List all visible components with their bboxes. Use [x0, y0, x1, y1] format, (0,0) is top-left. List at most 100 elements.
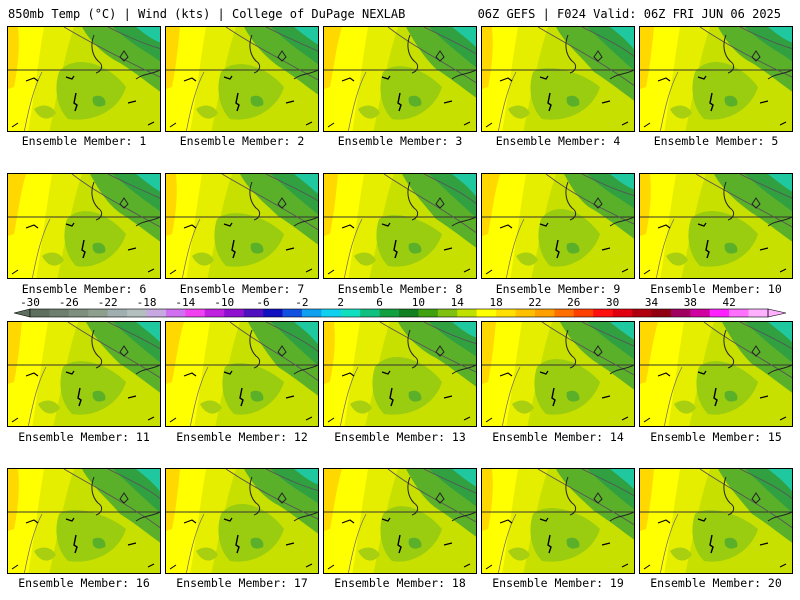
ensemble-member-label: Ensemble Member: 2 — [179, 134, 305, 148]
colorbar-tick-label: -6 — [256, 296, 269, 309]
temperature-map — [8, 469, 160, 573]
colorbar-swatch — [185, 309, 206, 317]
ensemble-member-label: Ensemble Member: 5 — [653, 134, 779, 148]
colorbar-tick-label: -2 — [295, 296, 308, 309]
ensemble-member-label: Ensemble Member: 9 — [495, 282, 621, 296]
ensemble-member-label: Ensemble Member: 19 — [492, 576, 624, 590]
colorbar-swatch — [107, 309, 128, 317]
colorbar-swatch — [515, 309, 536, 317]
temperature-map — [166, 27, 318, 131]
temperature-map — [8, 174, 160, 278]
ensemble-panel — [323, 173, 477, 279]
colorbar-swatch — [224, 309, 244, 317]
ensemble-panel — [7, 26, 161, 132]
colorbar-swatch — [573, 309, 594, 317]
temperature-map — [640, 469, 792, 573]
temperature-map — [640, 174, 792, 278]
temperature-map — [166, 174, 318, 278]
colorbar-swatch — [340, 309, 361, 317]
ensemble-member-label: Ensemble Member: 4 — [495, 134, 621, 148]
colorbar-tick-label: 14 — [451, 296, 465, 309]
colorbar-swatch — [146, 309, 167, 317]
colorbar-swatch — [282, 309, 303, 317]
colorbar-swatch — [379, 309, 400, 317]
temperature-map — [640, 27, 792, 131]
colorbar-swatch — [301, 309, 322, 317]
ensemble-member-label: Ensemble Member: 16 — [18, 576, 150, 590]
temperature-map — [8, 27, 160, 131]
temperature-colorbar: -30 -26 -22 -18 -14 -10 -6 -2 2 6 10 14 18 22 26 30 34 38… — [13, 296, 787, 318]
temperature-map — [482, 27, 634, 131]
colorbar-tick-label: 26 — [567, 296, 580, 309]
colorbar-tick-label: -26 — [59, 296, 79, 309]
colorbar-swatch — [651, 309, 672, 317]
colorbar-swatch — [496, 309, 516, 317]
ensemble-member-label: Ensemble Member: 12 — [176, 430, 308, 444]
temperature-map — [8, 322, 160, 426]
colorbar-min-arrow — [13, 308, 31, 318]
colorbar-tick-label: 38 — [684, 296, 697, 309]
colorbar-tick-label: 10 — [412, 296, 425, 309]
colorbar-tick-label: 42 — [723, 296, 736, 309]
ensemble-panel — [323, 26, 477, 132]
ensemble-panel — [7, 321, 161, 427]
colorbar-swatch — [670, 309, 691, 317]
colorbar-swatch — [243, 309, 264, 317]
ensemble-member-label: Ensemble Member: 6 — [21, 282, 147, 296]
colorbar-swatch — [437, 309, 458, 317]
colorbar-swatch — [49, 309, 70, 317]
ensemble-member-label: Ensemble Member: 3 — [337, 134, 463, 148]
ensemble-panel — [481, 26, 635, 132]
colorbar-swatch — [593, 309, 613, 317]
temperature-map — [324, 27, 476, 131]
colorbar-swatch — [534, 309, 555, 317]
temperature-map — [166, 322, 318, 426]
ensemble-panel — [639, 26, 793, 132]
colorbar-tick-label: 22 — [528, 296, 541, 309]
ensemble-panel — [165, 173, 319, 279]
temperature-map — [324, 174, 476, 278]
colorbar-swatch — [457, 309, 477, 317]
colorbar-tick-label: -10 — [214, 296, 234, 309]
colorbar-swatch — [165, 309, 186, 317]
temperature-map — [482, 322, 634, 426]
colorbar-swatch — [612, 309, 633, 317]
colorbar-tick-label: 6 — [376, 296, 383, 309]
temperature-map — [166, 469, 318, 573]
colorbar-tick-label: -14 — [175, 296, 195, 309]
ensemble-panel — [639, 468, 793, 574]
colorbar-tick-label: 34 — [645, 296, 659, 309]
ensemble-panel — [165, 468, 319, 574]
colorbar-swatch — [263, 309, 283, 317]
colorbar-tick-label: -30 — [20, 296, 40, 309]
colorbar-tick-label: -22 — [98, 296, 118, 309]
temperature-map — [482, 174, 634, 278]
temperature-map — [640, 322, 792, 426]
ensemble-member-label: Ensemble Member: 1 — [21, 134, 147, 148]
ensemble-member-label: Ensemble Member: 17 — [176, 576, 308, 590]
colorbar-swatch — [729, 309, 749, 317]
colorbar-tick-label: 2 — [337, 296, 344, 309]
ensemble-member-label: Ensemble Member: 18 — [334, 576, 466, 590]
ensemble-panel — [7, 173, 161, 279]
ensemble-member-label: Ensemble Member: 10 — [650, 282, 782, 296]
ensemble-panel — [481, 468, 635, 574]
temperature-map — [482, 469, 634, 573]
colorbar-swatch — [360, 309, 380, 317]
ensemble-member-label: Ensemble Member: 8 — [337, 282, 463, 296]
ensemble-panel — [639, 173, 793, 279]
ensemble-panel — [639, 321, 793, 427]
colorbar-swatch — [68, 309, 89, 317]
ensemble-member-label: Ensemble Member: 15 — [650, 430, 782, 444]
colorbar-swatch — [88, 309, 108, 317]
ensemble-panel — [323, 321, 477, 427]
colorbar-swatch — [476, 309, 497, 317]
colorbar-swatch — [554, 309, 575, 317]
ensemble-member-label: Ensemble Member: 7 — [179, 282, 305, 296]
run-valid-time: 06Z GEFS | F024 Valid: 06Z FRI JUN 06 20… — [477, 7, 781, 21]
colorbar-tick-label: 30 — [606, 296, 619, 309]
ensemble-panel — [165, 26, 319, 132]
colorbar-max-arrow — [767, 308, 787, 318]
ensemble-panel — [165, 321, 319, 427]
colorbar-swatch — [748, 309, 769, 317]
